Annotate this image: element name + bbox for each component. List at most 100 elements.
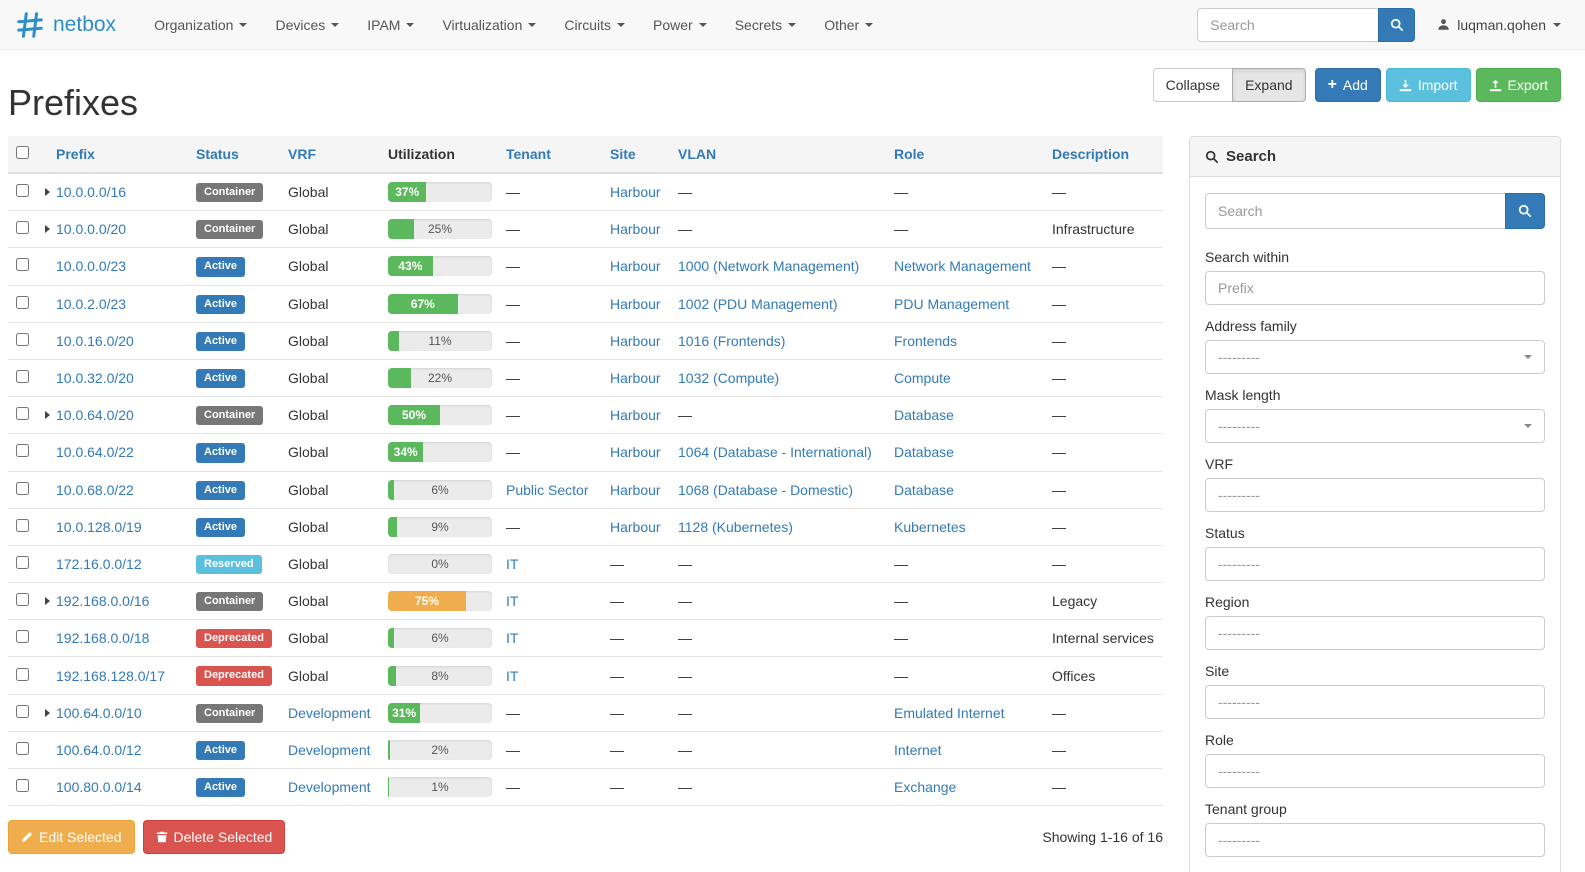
prefix-link[interactable]: 10.0.128.0/19 xyxy=(56,518,142,535)
nav-item-circuits[interactable]: Circuits xyxy=(550,0,639,50)
delete-selected-button[interactable]: Delete Selected xyxy=(142,820,286,855)
filter-select-tenant-group[interactable]: --------- xyxy=(1205,823,1545,857)
site-link[interactable]: Harbour xyxy=(610,444,661,461)
tenant-link[interactable]: Public Sector xyxy=(506,481,589,498)
column-sort-link[interactable]: VLAN xyxy=(678,146,717,162)
site-link[interactable]: Harbour xyxy=(610,184,661,201)
prefix-link[interactable]: 10.0.64.0/20 xyxy=(56,407,134,424)
row-checkbox[interactable] xyxy=(16,444,29,458)
role-link[interactable]: Database xyxy=(894,444,954,461)
expand-toggle-icon[interactable] xyxy=(45,411,50,420)
tenant-link[interactable]: IT xyxy=(506,593,519,610)
column-sort-link[interactable]: Role xyxy=(894,146,925,162)
site-link[interactable]: Harbour xyxy=(610,332,661,349)
role-link[interactable]: Internet xyxy=(894,741,942,758)
site-link[interactable]: Harbour xyxy=(610,221,661,238)
prefix-link[interactable]: 10.0.32.0/20 xyxy=(56,370,134,387)
tenant-link[interactable]: IT xyxy=(506,667,519,684)
add-button[interactable]: + Add xyxy=(1314,68,1381,102)
nav-item-ipam[interactable]: IPAM xyxy=(353,0,428,50)
role-link[interactable]: PDU Management xyxy=(894,295,1010,312)
row-checkbox[interactable] xyxy=(16,630,29,644)
row-checkbox[interactable] xyxy=(16,295,29,309)
prefix-link[interactable]: 192.168.0.0/18 xyxy=(56,630,150,647)
prefix-link[interactable]: 10.0.2.0/23 xyxy=(56,295,127,312)
column-sort-link[interactable]: Prefix xyxy=(56,146,95,162)
site-link[interactable]: Harbour xyxy=(610,370,661,387)
prefix-link[interactable]: 100.64.0.0/12 xyxy=(56,741,142,758)
expand-toggle-icon[interactable] xyxy=(45,225,50,234)
global-search-button[interactable] xyxy=(1378,7,1416,42)
prefix-link[interactable]: 10.0.16.0/20 xyxy=(56,332,134,349)
column-sort-link[interactable]: Site xyxy=(610,146,636,162)
filter-select-address-family[interactable]: --------- xyxy=(1205,340,1545,374)
nav-item-devices[interactable]: Devices xyxy=(261,0,353,50)
site-link[interactable]: Harbour xyxy=(610,258,661,275)
row-checkbox[interactable] xyxy=(16,370,29,384)
site-link[interactable]: Harbour xyxy=(610,407,661,424)
prefix-link[interactable]: 192.168.128.0/17 xyxy=(56,667,165,684)
vlan-link[interactable]: 1032 (Compute) xyxy=(678,370,780,387)
prefix-link[interactable]: 10.0.68.0/22 xyxy=(56,481,134,498)
vlan-link[interactable]: 1064 (Database - International) xyxy=(678,444,872,461)
prefix-link[interactable]: 192.168.0.0/16 xyxy=(56,593,150,610)
filter-search-button[interactable] xyxy=(1505,193,1545,229)
user-menu[interactable]: luqman.qohen xyxy=(1437,17,1561,33)
nav-item-secrets[interactable]: Secrets xyxy=(721,0,810,50)
vrf-link[interactable]: Development xyxy=(288,741,371,758)
vlan-link[interactable]: 1068 (Database - Domestic) xyxy=(678,481,854,498)
tenant-link[interactable]: IT xyxy=(506,555,519,572)
row-checkbox[interactable] xyxy=(16,332,29,346)
prefix-link[interactable]: 10.0.64.0/22 xyxy=(56,444,134,461)
global-search-input[interactable] xyxy=(1197,7,1380,42)
vlan-link[interactable]: 1000 (Network Management) xyxy=(678,258,860,275)
nav-item-virtualization[interactable]: Virtualization xyxy=(428,0,550,50)
edit-selected-button[interactable]: Edit Selected xyxy=(8,820,135,855)
nav-item-power[interactable]: Power xyxy=(639,0,721,50)
role-link[interactable]: Frontends xyxy=(894,332,958,349)
column-sort-link[interactable]: Status xyxy=(196,146,239,162)
filter-select-mask-length[interactable]: --------- xyxy=(1205,409,1545,443)
export-button[interactable]: Export xyxy=(1475,68,1561,102)
row-checkbox[interactable] xyxy=(16,779,29,793)
prefix-link[interactable]: 10.0.0.0/23 xyxy=(56,258,127,275)
vlan-link[interactable]: 1016 (Frontends) xyxy=(678,332,786,349)
column-sort-link[interactable]: Description xyxy=(1052,146,1130,162)
select-all-checkbox[interactable] xyxy=(16,146,29,159)
filter-select-vrf[interactable]: --------- xyxy=(1205,478,1545,512)
prefix-link[interactable]: 100.64.0.0/10 xyxy=(56,704,142,721)
row-checkbox[interactable] xyxy=(16,407,29,421)
tenant-link[interactable]: IT xyxy=(506,630,519,647)
vrf-link[interactable]: Development xyxy=(288,779,371,796)
site-link[interactable]: Harbour xyxy=(610,481,661,498)
filter-select-status[interactable]: --------- xyxy=(1205,547,1545,581)
filter-select-role[interactable]: --------- xyxy=(1205,754,1545,788)
vlan-link[interactable]: 1128 (Kubernetes) xyxy=(678,518,793,535)
row-checkbox[interactable] xyxy=(16,555,29,569)
brand[interactable]: netbox xyxy=(15,10,116,40)
vrf-link[interactable]: Development xyxy=(288,704,371,721)
prefix-link[interactable]: 10.0.0.0/20 xyxy=(56,221,127,238)
row-checkbox[interactable] xyxy=(16,518,29,532)
prefix-link[interactable]: 10.0.0.0/16 xyxy=(56,184,127,201)
expand-toggle-icon[interactable] xyxy=(45,597,50,606)
filter-input-search-within[interactable] xyxy=(1205,271,1545,305)
expand-toggle-icon[interactable] xyxy=(45,708,50,717)
collapse-button[interactable]: Collapse xyxy=(1152,68,1234,102)
role-link[interactable]: Network Management xyxy=(894,258,1031,275)
row-checkbox[interactable] xyxy=(16,667,29,681)
row-checkbox[interactable] xyxy=(16,593,29,607)
nav-item-organization[interactable]: Organization xyxy=(140,0,261,50)
row-checkbox[interactable] xyxy=(16,184,29,198)
row-checkbox[interactable] xyxy=(16,481,29,495)
expand-toggle-icon[interactable] xyxy=(45,188,50,197)
row-checkbox[interactable] xyxy=(16,221,29,235)
site-link[interactable]: Harbour xyxy=(610,295,661,312)
filter-select-site[interactable]: --------- xyxy=(1205,685,1545,719)
role-link[interactable]: Database xyxy=(894,481,954,498)
role-link[interactable]: Exchange xyxy=(894,779,957,796)
row-checkbox[interactable] xyxy=(16,741,29,755)
filter-search-input[interactable] xyxy=(1205,193,1506,229)
import-button[interactable]: Import xyxy=(1385,68,1471,102)
role-link[interactable]: Kubernetes xyxy=(894,518,966,535)
